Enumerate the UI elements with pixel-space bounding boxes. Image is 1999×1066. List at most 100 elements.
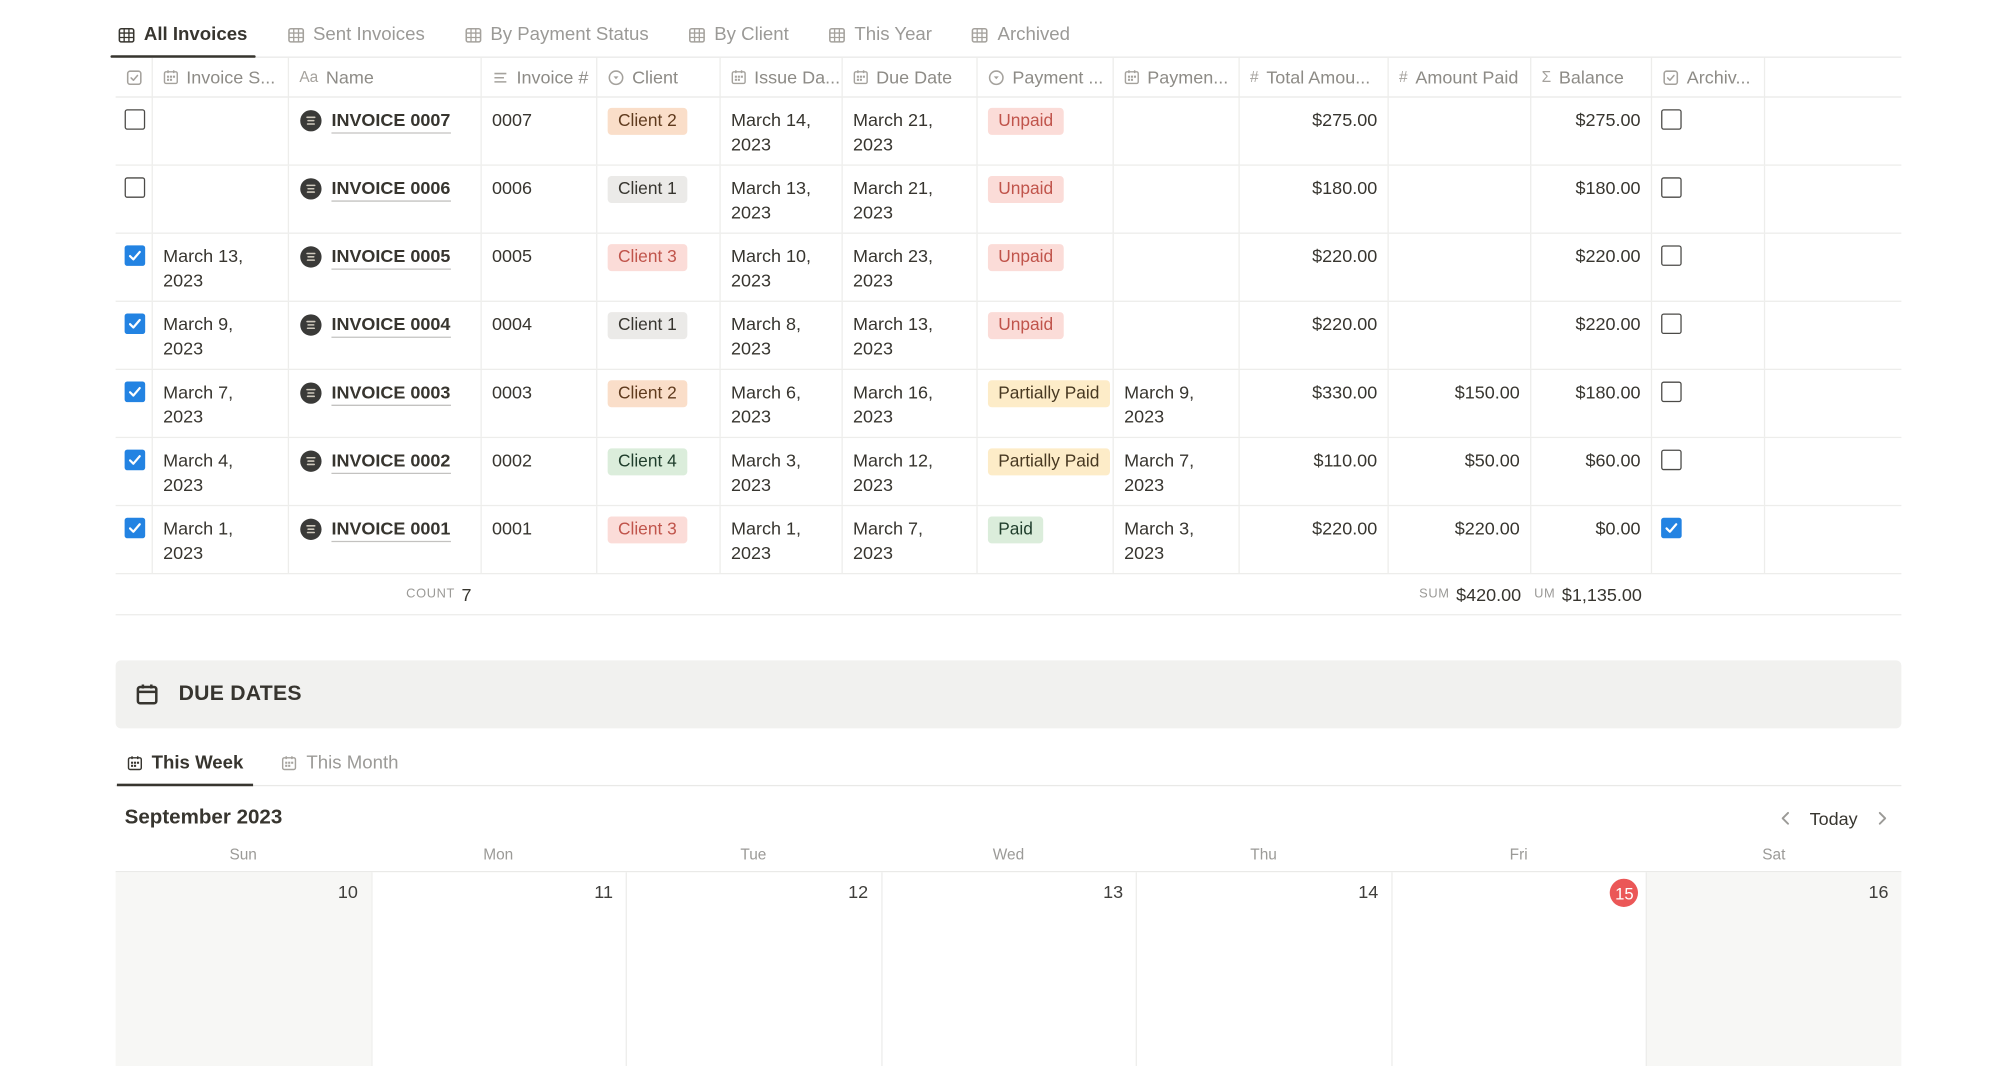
amount-paid-cell[interactable]: $220.00 xyxy=(1389,506,1532,573)
invoice-name-cell[interactable]: INVOICE 0004 xyxy=(289,301,482,369)
invoice-name-link[interactable]: INVOICE 0004 xyxy=(331,312,451,338)
balance-cell[interactable]: $180.00 xyxy=(1531,369,1653,437)
invoice-name-cell[interactable]: INVOICE 0007 xyxy=(289,97,482,165)
invoice-sent-cell[interactable]: March 13, 2023 xyxy=(153,233,290,301)
archived-checkbox[interactable] xyxy=(1661,313,1682,335)
invoice-number-cell[interactable]: 0002 xyxy=(482,438,598,505)
payment-status-cell[interactable]: Partially Paid xyxy=(978,438,1114,505)
invoice-name-cell[interactable]: INVOICE 0005 xyxy=(289,233,482,301)
total-amount-cell[interactable]: $330.00 xyxy=(1240,369,1389,437)
issue-date-cell[interactable]: March 14, 2023 xyxy=(721,97,843,165)
issue-date-cell[interactable]: March 1, 2023 xyxy=(721,506,843,573)
column-header-blank[interactable] xyxy=(1765,58,1901,97)
amount-paid-cell[interactable] xyxy=(1389,301,1532,369)
due-date-cell[interactable]: March 13, 2023 xyxy=(843,301,978,369)
issue-date-cell[interactable]: March 8, 2023 xyxy=(721,301,843,369)
invoice-name-link[interactable]: INVOICE 0003 xyxy=(331,380,451,406)
invoice-number-cell[interactable]: 0001 xyxy=(482,506,598,573)
column-header-issue-da-[interactable]: Issue Da... xyxy=(721,57,843,97)
invoice-number-cell[interactable]: 0003 xyxy=(482,369,598,437)
due-date-cell[interactable]: March 21, 2023 xyxy=(843,165,978,233)
invoice-sent-cell[interactable]: March 4, 2023 xyxy=(153,438,290,505)
due-date-cell[interactable]: March 23, 2023 xyxy=(843,233,978,301)
total-amount-cell[interactable]: $180.00 xyxy=(1240,165,1389,233)
view-tab-this-year[interactable]: This Year xyxy=(826,15,935,56)
invoice-name-link[interactable]: INVOICE 0006 xyxy=(331,176,451,202)
archived-checkbox[interactable] xyxy=(1661,517,1682,539)
today-button[interactable]: Today xyxy=(1809,808,1858,829)
column-header-invoice-#[interactable]: Invoice # xyxy=(482,57,598,97)
due-date-cell[interactable]: March 12, 2023 xyxy=(843,438,978,505)
calendar-tab-this-week[interactable]: This Week xyxy=(116,744,255,787)
view-tab-by-payment-status[interactable]: By Payment Status xyxy=(462,15,651,56)
invoice-number-cell[interactable]: 0007 xyxy=(482,97,598,165)
archived-checkbox[interactable] xyxy=(1661,109,1682,130)
balance-cell[interactable]: $275.00 xyxy=(1531,97,1653,165)
client-cell[interactable]: Client 3 xyxy=(597,506,721,573)
invoice-name-link[interactable]: INVOICE 0002 xyxy=(331,448,451,475)
payment-date-cell[interactable] xyxy=(1114,165,1240,233)
invoice-sent-cell[interactable] xyxy=(153,165,290,233)
client-cell[interactable]: Client 1 xyxy=(597,301,721,369)
column-header-invoice-s-[interactable]: Invoice S... xyxy=(153,57,290,97)
balance-cell[interactable]: $60.00 xyxy=(1531,438,1653,505)
total-amount-cell[interactable]: $110.00 xyxy=(1240,438,1389,505)
balance-cell[interactable]: $0.00 xyxy=(1531,506,1653,573)
row-select-checkbox[interactable] xyxy=(124,245,146,266)
payment-status-cell[interactable]: Paid xyxy=(978,506,1114,573)
amount-paid-cell[interactable] xyxy=(1389,233,1532,301)
balance-cell[interactable]: $180.00 xyxy=(1531,165,1653,233)
calendar-day-cell-13[interactable]: 13 xyxy=(880,872,1137,1066)
invoice-sent-cell[interactable]: March 9, 2023 xyxy=(153,301,290,369)
calendar-day-cell-15[interactable]: 15 xyxy=(1391,872,1647,1066)
invoice-name-link[interactable]: INVOICE 0007 xyxy=(331,108,451,134)
client-cell[interactable]: Client 4 xyxy=(597,438,721,505)
amount-paid-sum[interactable]: SUM $420.00 xyxy=(1389,584,1532,605)
total-amount-cell[interactable]: $220.00 xyxy=(1240,301,1389,369)
column-header-total-amou-[interactable]: # Total Amou... xyxy=(1240,57,1389,97)
invoice-number-cell[interactable]: 0006 xyxy=(482,165,598,233)
total-amount-cell[interactable]: $220.00 xyxy=(1240,233,1389,301)
column-header-due-date[interactable]: Due Date xyxy=(843,57,978,97)
client-cell[interactable]: Client 2 xyxy=(597,369,721,437)
amount-paid-cell[interactable]: $50.00 xyxy=(1389,438,1532,505)
amount-paid-cell[interactable]: $150.00 xyxy=(1389,369,1532,437)
balance-cell[interactable]: $220.00 xyxy=(1531,233,1653,301)
invoice-sent-cell[interactable]: March 1, 2023 xyxy=(153,506,290,573)
invoice-name-cell[interactable]: INVOICE 0006 xyxy=(289,165,482,233)
payment-status-cell[interactable]: Unpaid xyxy=(978,97,1114,165)
issue-date-cell[interactable]: March 3, 2023 xyxy=(721,438,843,505)
payment-date-cell[interactable]: March 7, 2023 xyxy=(1114,438,1240,505)
client-cell[interactable]: Client 2 xyxy=(597,97,721,165)
payment-date-cell[interactable] xyxy=(1114,301,1240,369)
payment-date-cell[interactable]: March 9, 2023 xyxy=(1114,369,1240,437)
calendar-prev-button[interactable] xyxy=(1774,807,1797,830)
payment-status-cell[interactable]: Unpaid xyxy=(978,301,1114,369)
issue-date-cell[interactable]: March 10, 2023 xyxy=(721,233,843,301)
invoice-number-cell[interactable]: 0005 xyxy=(482,233,598,301)
view-tab-archived[interactable]: Archived xyxy=(969,15,1072,56)
invoice-name-link[interactable]: INVOICE 0005 xyxy=(331,244,451,270)
issue-date-cell[interactable]: March 13, 2023 xyxy=(721,165,843,233)
balance-sum[interactable]: UM $1,135.00 xyxy=(1531,584,1652,605)
archived-checkbox[interactable] xyxy=(1661,245,1682,266)
archived-checkbox[interactable] xyxy=(1661,177,1682,198)
due-date-cell[interactable]: March 7, 2023 xyxy=(843,506,978,573)
archived-checkbox[interactable] xyxy=(1661,449,1682,471)
view-tab-sent-invoices[interactable]: Sent Invoices xyxy=(285,15,428,56)
row-select-checkbox[interactable] xyxy=(124,517,146,539)
invoice-sent-cell[interactable]: March 7, 2023 xyxy=(153,369,290,437)
due-date-cell[interactable]: March 21, 2023 xyxy=(843,97,978,165)
row-select-checkbox[interactable] xyxy=(124,109,146,130)
column-header-archiv-[interactable]: Archiv... xyxy=(1652,57,1766,97)
calendar-tab-this-month[interactable]: This Month xyxy=(279,744,401,785)
payment-date-cell[interactable] xyxy=(1114,233,1240,301)
calendar-day-cell-10[interactable]: 10 xyxy=(115,872,371,1066)
archived-checkbox[interactable] xyxy=(1661,381,1682,403)
view-tab-by-client[interactable]: By Client xyxy=(686,15,791,56)
payment-date-cell[interactable] xyxy=(1114,97,1240,165)
calendar-day-cell-11[interactable]: 11 xyxy=(370,872,626,1066)
invoice-name-cell[interactable]: INVOICE 0002 xyxy=(289,438,482,505)
column-header-paymen-[interactable]: Paymen... xyxy=(1114,57,1240,97)
calendar-day-cell-14[interactable]: 14 xyxy=(1136,872,1392,1066)
